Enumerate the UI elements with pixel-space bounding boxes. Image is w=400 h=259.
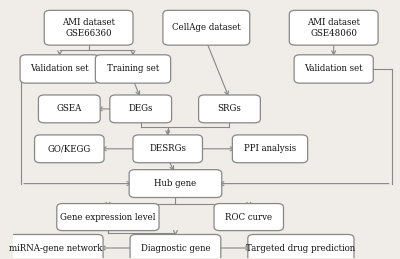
FancyBboxPatch shape (133, 135, 202, 163)
FancyBboxPatch shape (34, 135, 104, 163)
Text: Training set: Training set (107, 64, 159, 74)
Text: ROC curve: ROC curve (225, 213, 272, 222)
Text: Gene expression level: Gene expression level (60, 213, 156, 222)
FancyBboxPatch shape (130, 234, 221, 259)
FancyBboxPatch shape (232, 135, 308, 163)
FancyBboxPatch shape (38, 95, 100, 123)
FancyBboxPatch shape (95, 55, 171, 83)
FancyBboxPatch shape (248, 234, 354, 259)
FancyBboxPatch shape (214, 204, 284, 231)
Text: miRNA-gene network: miRNA-gene network (9, 243, 102, 253)
Text: DEGs: DEGs (128, 104, 153, 113)
FancyBboxPatch shape (110, 95, 172, 123)
FancyBboxPatch shape (20, 55, 99, 83)
Text: GSEA: GSEA (57, 104, 82, 113)
FancyBboxPatch shape (129, 170, 222, 198)
Text: Validation set: Validation set (304, 64, 363, 74)
Text: AMI dataset
GSE66360: AMI dataset GSE66360 (62, 18, 115, 38)
FancyBboxPatch shape (57, 204, 159, 231)
Text: DESRGs: DESRGs (149, 144, 186, 153)
Text: SRGs: SRGs (218, 104, 242, 113)
Text: GO/KEGG: GO/KEGG (48, 144, 91, 153)
Text: AMI dataset
GSE48060: AMI dataset GSE48060 (307, 18, 360, 38)
Text: CellAge dataset: CellAge dataset (172, 23, 241, 32)
FancyBboxPatch shape (294, 55, 373, 83)
Text: Diagnostic gene: Diagnostic gene (141, 243, 210, 253)
Text: Hub gene: Hub gene (154, 179, 196, 188)
FancyBboxPatch shape (8, 234, 103, 259)
FancyBboxPatch shape (44, 10, 133, 45)
Text: Targeted drug prediction: Targeted drug prediction (246, 243, 356, 253)
FancyBboxPatch shape (289, 10, 378, 45)
FancyBboxPatch shape (199, 95, 260, 123)
Text: Validation set: Validation set (30, 64, 89, 74)
FancyBboxPatch shape (163, 10, 250, 45)
Text: PPI analysis: PPI analysis (244, 144, 296, 153)
